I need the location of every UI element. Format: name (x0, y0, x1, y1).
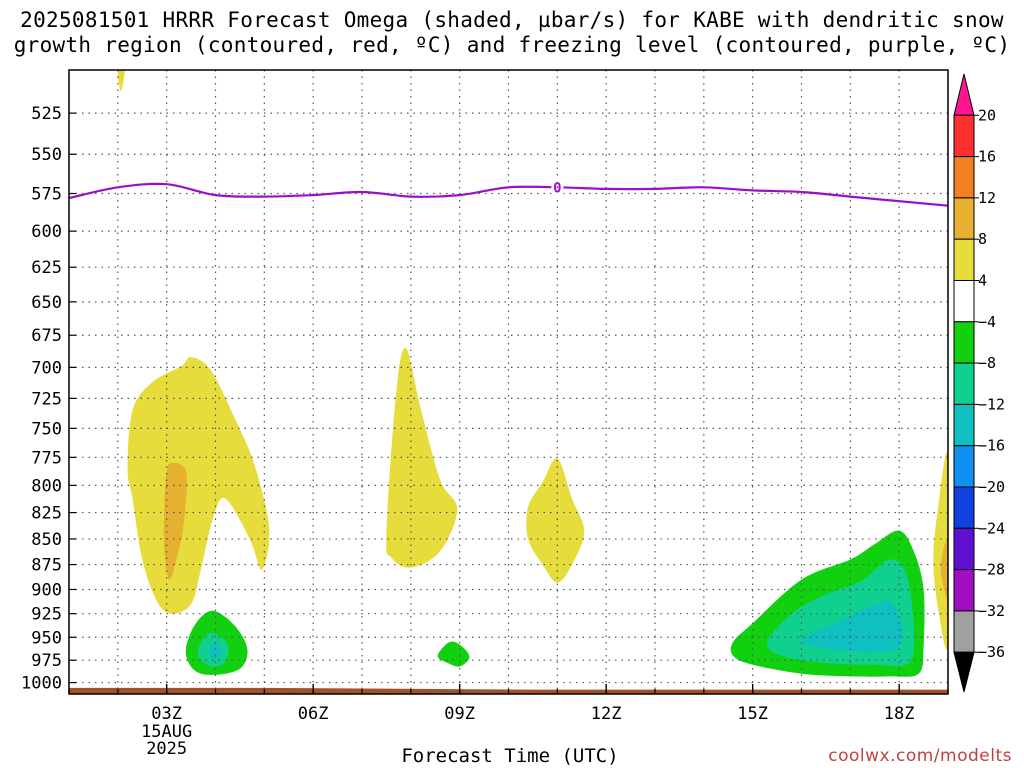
colorbar-label: 16 (978, 148, 996, 166)
y-tick-label: 675 (31, 326, 62, 346)
omega-region-yellow-west (127, 357, 270, 614)
colorbar: 20 16 12 8 4 −4 −8 −12 −16 −20 −24 −28 −32 −36 (953, 73, 1005, 693)
y-tick-label: 850 (31, 530, 62, 550)
colorbar-label: −16 (978, 437, 1005, 455)
y-tick-label: 1000 (21, 674, 62, 694)
omega-region-yellow-edge (933, 452, 948, 650)
colorbar-label: −28 (978, 561, 1005, 579)
colorbar-label: 12 (978, 189, 996, 207)
y-axis: 525 550 575 600 625 650 675 700 725 750 775 800 825 8… (21, 104, 76, 694)
freezing-level-label-bg (551, 180, 564, 196)
freezing-level-line (69, 182, 948, 207)
omega-region-yellow-mid (386, 347, 458, 568)
x-date-label: 15AUG (141, 722, 192, 742)
chart-title-line-1: 2025081501 HRRR Forecast Omega (shaded, … (20, 8, 1004, 32)
x-tick-label: 18Z (884, 704, 915, 724)
colorbar-segment (953, 651, 975, 693)
omega-region-cyan-east (801, 600, 904, 653)
y-tick-label: 875 (31, 556, 62, 576)
y-tick-label: 550 (31, 145, 62, 165)
y-tick-label: 950 (31, 628, 62, 648)
omega-region-green-mid (437, 641, 470, 667)
colorbar-segment (953, 486, 975, 529)
colorbar-label: −32 (978, 602, 1005, 620)
freezing-level: 0 (69, 180, 948, 207)
grid-lines (69, 70, 948, 694)
colorbar-label: −12 (978, 395, 1005, 413)
y-tick-label: 650 (31, 293, 62, 313)
colorbar-segment (953, 238, 975, 281)
colorbar-label: 20 (978, 106, 996, 124)
y-tick-label: 800 (31, 476, 62, 496)
colorbar-label: −36 (978, 643, 1005, 661)
colorbar-segment (953, 403, 975, 447)
freezing-level-label: 0 (553, 180, 561, 196)
chart-title-line-2: growth region (contoured, red, ºC) and f… (13, 33, 1011, 57)
omega-shading (117, 70, 948, 677)
y-tick-label: 700 (31, 358, 62, 378)
omega-region-orange-edge (940, 538, 948, 600)
y-tick-label: 625 (31, 258, 62, 278)
watermark: coolwx.com/modelts (828, 746, 1012, 766)
omega-region-cyan-west (209, 641, 222, 660)
colorbar-label: −20 (978, 478, 1005, 496)
omega-region-yellow-east (526, 458, 585, 583)
x-tick-label: 03Z (151, 704, 182, 724)
x-date-label: 2025 (146, 739, 187, 759)
colorbar-label: −8 (978, 354, 996, 372)
colorbar-segment (953, 197, 975, 240)
colorbar-segment (953, 569, 975, 612)
colorbar-segment (953, 527, 975, 571)
y-tick-label: 600 (31, 222, 62, 242)
colorbar-segment (953, 156, 975, 199)
y-tick-label: 575 (31, 185, 62, 205)
y-tick-label: 825 (31, 504, 62, 524)
y-tick-label: 750 (31, 419, 62, 439)
x-axis-label: Forecast Time (UTC) (401, 745, 619, 767)
x-tick-label: 12Z (591, 704, 622, 724)
colorbar-segment (953, 362, 975, 405)
y-tick-label: 900 (31, 580, 62, 600)
colorbar-segment (953, 610, 975, 653)
colorbar-label: −24 (978, 519, 1005, 537)
colorbar-segment (953, 280, 975, 323)
y-tick-label: 525 (31, 104, 62, 124)
y-tick-label: 775 (31, 448, 62, 468)
y-tick-label: 925 (31, 605, 62, 625)
colorbar-label: −4 (978, 313, 996, 331)
colorbar-label: 8 (978, 230, 987, 248)
colorbar-segment (953, 114, 975, 158)
y-tick-label: 725 (31, 389, 62, 409)
omega-region-yellow-north-top (117, 70, 125, 91)
colorbar-segment (953, 321, 975, 364)
colorbar-label: 4 (978, 272, 987, 290)
colorbar-segment (953, 73, 975, 116)
colorbar-segment (953, 445, 975, 488)
x-tick-label: 15Z (737, 704, 768, 724)
omega-region-orange-west (163, 462, 187, 580)
y-tick-label: 975 (31, 651, 62, 671)
x-tick-label: 06Z (298, 704, 329, 724)
x-tick-label: 09Z (444, 704, 475, 724)
